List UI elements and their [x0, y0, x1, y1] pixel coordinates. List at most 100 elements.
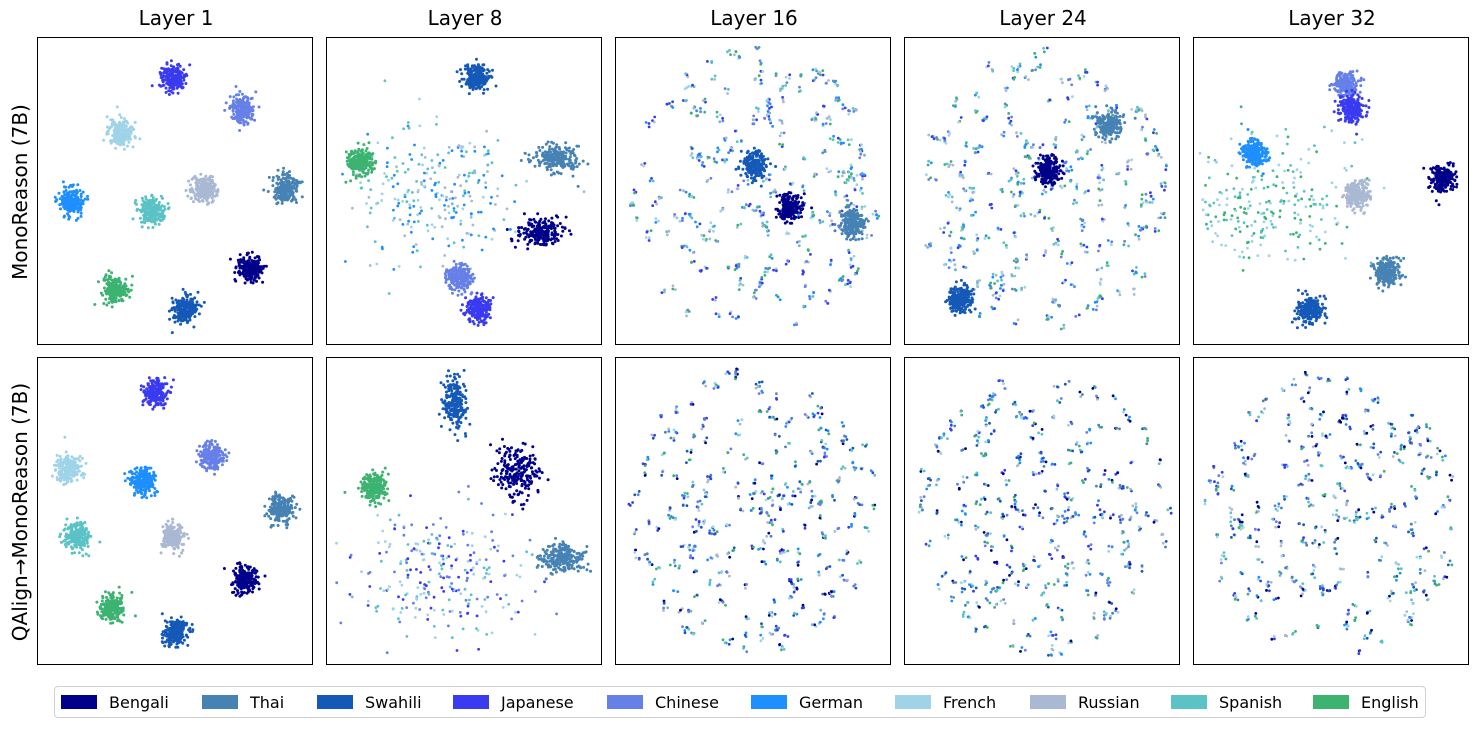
scatter-point [251, 109, 255, 112]
scatter-point [461, 269, 465, 273]
scatter-point [798, 85, 801, 89]
scatter-point [239, 110, 243, 114]
scatter-point [408, 206, 412, 210]
scatter-point [714, 239, 718, 242]
scatter-point [855, 183, 859, 187]
scatter-point [69, 184, 73, 187]
scatter-point [710, 77, 714, 81]
scatter-point [429, 177, 433, 181]
scatter-point [207, 193, 211, 197]
scatter-point [192, 191, 196, 195]
scatter-point [847, 170, 851, 174]
scatter-point [468, 194, 472, 198]
scatter-point [460, 77, 464, 81]
scatter-point [863, 205, 867, 208]
scatter-point [190, 310, 194, 313]
scatter-point [548, 150, 552, 154]
scatter-point [393, 156, 397, 159]
scatter-point [165, 61, 169, 65]
scatter-point [130, 274, 134, 278]
scatter-point [551, 141, 555, 145]
scatter-point [475, 291, 479, 295]
scatter-point [487, 312, 491, 316]
scatter-point [418, 124, 422, 128]
scatter-point [544, 242, 548, 246]
scatter-point [449, 190, 453, 194]
scatter-point [121, 140, 125, 144]
scatter-point [447, 145, 451, 149]
scatter-point [438, 198, 441, 202]
scatter-point [754, 149, 758, 153]
scatter-point [401, 200, 404, 203]
scatter-point [783, 206, 787, 210]
scatter-point [724, 136, 728, 140]
scatter-point [755, 154, 758, 158]
scatter-point [556, 239, 560, 242]
scatter-point [768, 178, 771, 182]
scatter-point [145, 202, 149, 206]
scatter-point [476, 63, 480, 67]
scatter-point [178, 74, 182, 78]
scatter-point [434, 193, 438, 196]
scatter-point [185, 300, 189, 304]
scatter-point [116, 140, 120, 144]
scatter-point [551, 224, 555, 228]
scatter-point [471, 223, 475, 227]
scatter-point [167, 83, 171, 87]
scatter-point [234, 266, 238, 270]
scatter-point [452, 209, 456, 213]
scatter-point [443, 272, 447, 276]
scatter-point [359, 186, 363, 190]
scatter-point [157, 222, 161, 226]
scatter-point [351, 173, 355, 176]
scatter-point [485, 71, 489, 75]
scatter-point [738, 279, 742, 282]
scatter-point [111, 123, 115, 127]
scatter-point [281, 170, 285, 174]
scatter-point [385, 175, 388, 179]
scatter-point [861, 177, 864, 181]
scatter-point [483, 80, 487, 84]
scatter-point [738, 159, 742, 163]
scatter-point [168, 317, 172, 321]
scatter-point [848, 263, 852, 267]
scatter-point [468, 282, 472, 286]
scatter-point [433, 225, 437, 229]
scatter-point [466, 65, 470, 69]
scatter-point [367, 179, 370, 183]
scatter-point [366, 157, 370, 160]
scatter-point [419, 265, 422, 269]
scatter-point [544, 217, 547, 221]
scatter-point [751, 154, 755, 158]
scatter-point [752, 291, 756, 295]
scatter-point [101, 293, 105, 297]
scatter-point [443, 208, 447, 212]
scatter-point [540, 243, 544, 246]
scatter-point [468, 84, 472, 88]
scatter-point [852, 110, 856, 113]
scatter-point [538, 219, 542, 223]
scatter-point [253, 271, 257, 275]
scatter-point [778, 118, 782, 122]
scatter-point [745, 174, 749, 178]
scatter-point [466, 301, 470, 305]
scatter-point [148, 217, 152, 221]
scatter-point [450, 276, 454, 280]
scatter-point [795, 240, 799, 244]
scatter-point [671, 287, 675, 291]
scatter-point [371, 152, 375, 156]
scatter-point [552, 150, 556, 154]
scatter-point [202, 183, 206, 187]
scatter-point [109, 139, 113, 143]
scatter-point [164, 90, 168, 94]
scatter-point [67, 217, 71, 221]
scatter-point [484, 235, 488, 239]
scatter-point [211, 175, 215, 179]
scatter-point [447, 204, 450, 208]
scatter-point [800, 215, 803, 219]
scatter-point [352, 158, 355, 162]
scatter-point [569, 232, 573, 236]
scatter-point [295, 201, 298, 204]
scatter-point [76, 216, 80, 220]
scatter-point [556, 215, 560, 219]
